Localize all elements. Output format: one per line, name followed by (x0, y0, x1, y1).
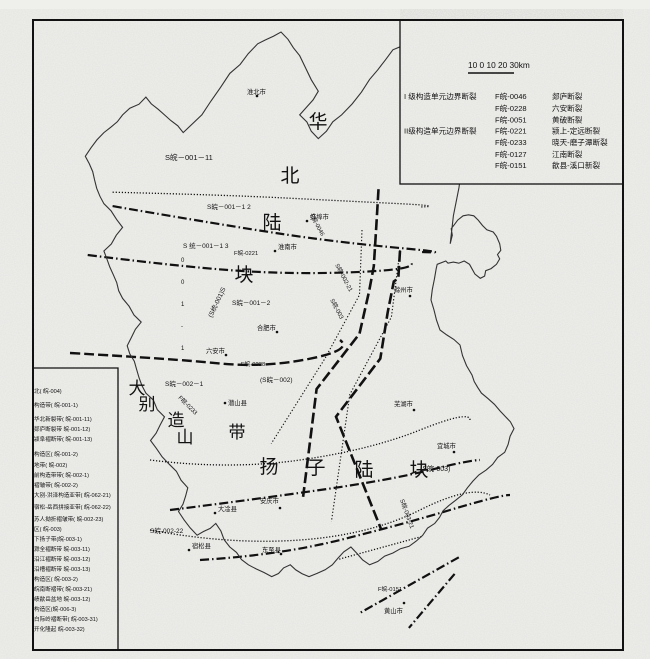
svg-text:S皖-002-22: S皖-002-22 (150, 526, 184, 535)
svg-text:S 统－001－1 3: S 统－001－1 3 (183, 241, 229, 250)
svg-text:大别-洪泽构造亚带( 皖-062-21): 大别-洪泽构造亚带( 皖-062-21) (34, 491, 111, 499)
svg-text:北( 皖-004): 北( 皖-004) (34, 387, 62, 395)
svg-text:颍上-定远断裂: 颍上-定远断裂 (552, 126, 600, 136)
svg-text:潜山县: 潜山县 (228, 398, 247, 407)
svg-text:S皖－002－1: S皖－002－1 (165, 379, 204, 388)
svg-text:I 级构造单元边界断裂: I 级构造单元边界断裂 (404, 91, 477, 101)
svg-text:构造带( 皖-001-1): 构造带( 皖-001-1) (34, 401, 78, 409)
svg-text:北: 北 (280, 165, 299, 187)
svg-text:江南断裂: 江南断裂 (552, 149, 583, 159)
svg-text:S皖－001－2: S皖－001－2 (232, 298, 271, 307)
svg-text:东至县: 东至县 (262, 545, 281, 554)
svg-text:S皖－001－11: S皖－001－11 (165, 152, 213, 162)
svg-text:郯庐断裂: 郯庐断裂 (552, 91, 583, 101)
svg-text:(S皖-003): (S皖-003) (420, 464, 450, 473)
svg-text:黄山市: 黄山市 (384, 606, 403, 615)
svg-text:山: 山 (177, 428, 194, 447)
svg-text:F皖-0151: F皖-0151 (495, 160, 527, 170)
svg-text:大凎县: 大凎县 (218, 504, 237, 513)
svg-text:陆: 陆 (262, 212, 281, 234)
svg-text:滁州市: 滁州市 (394, 285, 413, 294)
svg-text:颍阜褶断带( 皖-001-13): 颍阜褶断带( 皖-001-13) (34, 435, 92, 443)
svg-text:F皖-0151: F皖-0151 (378, 585, 402, 593)
svg-text:别: 别 (139, 395, 156, 414)
svg-text:沿江褶断带 皖-003-12): 沿江褶断带 皖-003-12) (34, 555, 90, 563)
svg-text:前构造带带( 皖-002-1): 前构造带带( 皖-002-1) (34, 471, 89, 479)
svg-text:六安市: 六安市 (206, 346, 225, 355)
svg-text:10 0 10 20 30km: 10 0 10 20 30km (468, 60, 530, 70)
svg-text:滁全褶断带 皖-003-11): 滁全褶断带 皖-003-11) (34, 545, 90, 553)
svg-text:郯庐断裂带 皖-001-12): 郯庐断裂带 皖-001-12) (34, 425, 90, 433)
svg-text:子: 子 (306, 458, 325, 479)
svg-text:开化隆起 皖-003-32): 开化隆起 皖-003-32) (34, 625, 85, 633)
svg-text:黄破断裂: 黄破断裂 (552, 115, 583, 125)
svg-text:白际岭褶断带( 皖-003-31): 白际岭褶断带( 皖-003-31) (34, 615, 98, 623)
svg-text:绩歙岳盆地 皖-003-12): 绩歙岳盆地 皖-003-12) (34, 595, 90, 603)
svg-text:地带( 皖-002): 地带( 皖-002) (34, 461, 67, 469)
svg-text:II级构造单元边界断裂: II级构造单元边界断裂 (404, 126, 477, 136)
svg-text:淮北市: 淮北市 (247, 87, 266, 96)
svg-text:宿松县: 宿松县 (192, 541, 211, 550)
svg-text:F皖-0228: F皖-0228 (495, 103, 527, 113)
svg-text:六安断裂: 六安断裂 (552, 103, 583, 113)
svg-text:扬: 扬 (259, 456, 278, 478)
svg-text:宜城市: 宜城市 (437, 441, 456, 450)
svg-text:带: 带 (229, 423, 246, 442)
svg-text:合肥市: 合肥市 (257, 323, 276, 332)
svg-text:下扬子带(皖-003-1): 下扬子带(皖-003-1) (34, 535, 82, 543)
svg-text:宿松-岳西拼接亚带( 皖-062-22): 宿松-岳西拼接亚带( 皖-062-22) (34, 503, 111, 511)
svg-text:沿槽褶断带 皖-003-13): 沿槽褶断带 皖-003-13) (34, 565, 90, 573)
svg-text:F皖-0233: F皖-0233 (495, 137, 527, 147)
svg-text:构造区( 皖-003-2): 构造区( 皖-003-2) (34, 575, 78, 583)
svg-text:歙县-溪口新裂: 歙县-溪口新裂 (552, 160, 600, 170)
svg-text:苏人拗折褶皱带( 皖-002-23): 苏人拗折褶皱带( 皖-002-23) (34, 515, 103, 523)
svg-text:华北新裂带( 皖-001-11): 华北新裂带( 皖-001-11) (34, 415, 92, 423)
svg-text:陆: 陆 (354, 459, 373, 481)
svg-text:构造区(皖-006-3): 构造区(皖-006-3) (34, 605, 76, 613)
svg-text:F皖-0127: F皖-0127 (495, 149, 527, 159)
svg-text:安庆市: 安庆市 (260, 496, 279, 505)
svg-text:F皖-0221: F皖-0221 (495, 126, 527, 136)
svg-text:(S皖－002): (S皖－002) (260, 375, 293, 384)
svg-text:晓天-磨子潭断裂: 晓天-磨子潭断裂 (552, 137, 608, 147)
svg-text:淮南市: 淮南市 (278, 242, 297, 251)
svg-text:F皖-0228: F皖-0228 (241, 360, 265, 368)
svg-text:F皖-0051: F皖-0051 (495, 115, 527, 125)
svg-text:F皖-0221: F皖-0221 (234, 249, 258, 257)
svg-text:华: 华 (308, 111, 327, 133)
svg-text:芜湖市: 芜湖市 (394, 399, 413, 408)
svg-text:构造区( 皖-001-2): 构造区( 皖-001-2) (34, 450, 78, 458)
svg-text:区( 皖-003): 区( 皖-003) (34, 525, 62, 533)
svg-text:皖南断褶带( 皖-003-21): 皖南断褶带( 皖-003-21) (34, 585, 92, 593)
svg-text:-: - (181, 324, 183, 330)
svg-text:褶皱带( 皖-002-2): 褶皱带( 皖-002-2) (34, 481, 78, 489)
svg-text:F皖-0046: F皖-0046 (495, 91, 527, 101)
svg-text:块: 块 (234, 264, 253, 286)
svg-text:S皖－001－1 2: S皖－001－1 2 (207, 202, 251, 211)
